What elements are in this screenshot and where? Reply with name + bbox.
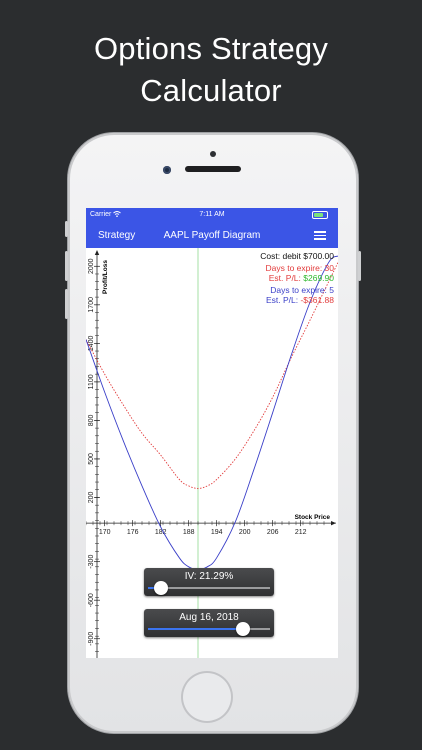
x-tick-label: 212: [295, 529, 307, 536]
carrier-label: Carrier: [90, 211, 122, 218]
days-5-label: Days to expire: 5: [270, 285, 334, 295]
y-tick-label: 1400: [88, 335, 95, 351]
y-tick-label: -600: [88, 593, 95, 607]
date-slider-track[interactable]: [148, 628, 270, 630]
sensor-icon: [210, 151, 216, 157]
strategy-back-button[interactable]: Strategy: [98, 230, 136, 241]
front-camera-icon: [163, 166, 171, 174]
series-5-days-line: [86, 255, 338, 571]
speaker-grille: [185, 166, 241, 172]
status-bar: Carrier 7:11 AM: [86, 208, 338, 222]
date-slider-fill: [148, 628, 244, 630]
clock-label: 7:11 AM: [199, 211, 225, 218]
iv-label: IV: 21.29%: [184, 571, 234, 582]
nav-title: AAPL Payoff Diagram: [163, 230, 261, 241]
volume-down-button: [65, 289, 68, 319]
home-button[interactable]: [181, 671, 233, 723]
x-tick-label: 182: [155, 529, 167, 536]
x-tick-label: 200: [239, 529, 251, 536]
battery-icon: [312, 211, 328, 219]
iv-slider-panel: IV: 21.29%: [144, 568, 274, 596]
date-label: Aug 16, 2018: [179, 612, 239, 623]
y-tick-label: 500: [88, 453, 95, 465]
x-tick-label: 194: [211, 529, 223, 536]
pl-30-label: Est. P/L: $269.90: [269, 273, 334, 283]
mute-switch: [65, 221, 68, 237]
headline-line-1: Options Strategy: [93, 31, 329, 66]
y-tick-label: 1700: [88, 297, 95, 313]
headline: Options Strategy Calculator: [0, 28, 422, 112]
y-tick-label: -300: [88, 555, 95, 569]
nav-bar: Strategy AAPL Payoff Diagram: [86, 222, 338, 248]
y-tick-label: 2000: [88, 258, 95, 274]
y-tick-label: 1100: [88, 374, 95, 389]
volume-up-button: [65, 251, 68, 281]
date-slider-thumb[interactable]: [236, 622, 251, 636]
wifi-icon: [113, 211, 122, 218]
power-button: [358, 251, 361, 281]
x-tick-label: 206: [267, 529, 279, 536]
app-screen: Carrier 7:11 AM Strategy AAPL Payoff Dia…: [86, 208, 338, 658]
pl-5-label: Est. P/L: -$361.88: [266, 295, 334, 305]
payoff-chart[interactable]: 170 176 182 188 194 200 206 212 2000 1700 1400 1100…: [86, 248, 338, 658]
days-30-label: Days to expire: 30: [265, 263, 334, 273]
y-axis-label: Profit/Loss: [102, 260, 109, 294]
headline-line-2: Calculator: [140, 73, 282, 108]
y-tick-label: 200: [88, 492, 95, 504]
x-tick-label: 188: [183, 529, 195, 536]
cost-label: Cost: debit $700.00: [260, 251, 334, 261]
x-axis-label: Stock Price: [295, 514, 331, 521]
y-tick-label: -900: [88, 632, 95, 646]
y-tick-label: 800: [88, 414, 95, 426]
iv-slider-thumb[interactable]: [154, 581, 169, 595]
series-30-days-line: [86, 262, 338, 489]
x-tick-label: 176: [127, 529, 139, 536]
x-tick-label: 170: [99, 529, 111, 536]
date-slider-panel: Aug 16, 2018: [144, 609, 274, 637]
list-icon[interactable]: [314, 229, 326, 240]
